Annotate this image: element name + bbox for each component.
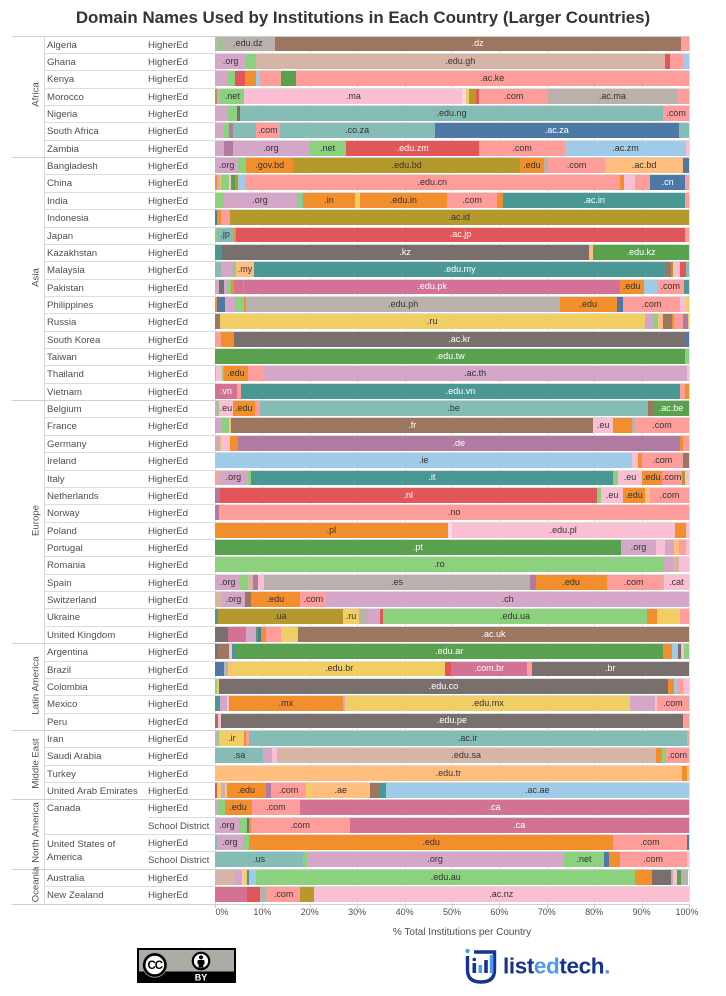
svg-text:CC: CC (147, 960, 162, 972)
svg-text:listedtech.: listedtech. (503, 954, 610, 979)
svg-text:BY: BY (195, 973, 208, 983)
